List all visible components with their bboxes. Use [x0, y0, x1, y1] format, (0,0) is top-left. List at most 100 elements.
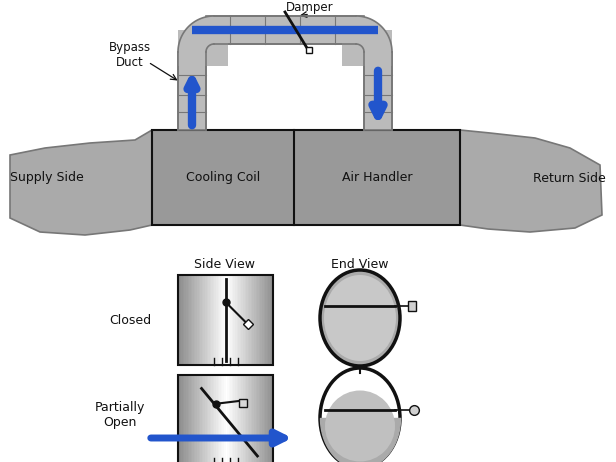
Ellipse shape — [325, 390, 395, 462]
Bar — [268, 275, 270, 365]
Bar — [216, 275, 218, 365]
Bar — [232, 275, 234, 365]
Bar — [270, 375, 272, 462]
Bar — [267, 275, 269, 365]
Bar — [181, 375, 183, 462]
Bar — [208, 375, 210, 462]
Bar — [186, 375, 188, 462]
Ellipse shape — [324, 275, 396, 361]
Bar — [195, 375, 198, 462]
Bar — [200, 375, 202, 462]
Text: Cooling Coil: Cooling Coil — [185, 171, 260, 184]
Bar — [364, 52, 392, 130]
Bar — [192, 275, 194, 365]
Polygon shape — [178, 16, 214, 52]
Bar — [187, 275, 190, 365]
Bar — [202, 275, 204, 365]
Bar — [195, 275, 198, 365]
Bar — [216, 375, 218, 462]
Bar — [178, 375, 273, 462]
Bar — [238, 275, 240, 365]
Bar — [232, 375, 234, 462]
Bar — [194, 375, 196, 462]
Bar — [181, 275, 183, 365]
Bar — [224, 275, 226, 365]
Ellipse shape — [320, 270, 400, 366]
Text: Air Handler: Air Handler — [342, 171, 412, 184]
Text: Closed: Closed — [109, 314, 151, 327]
Bar — [178, 275, 180, 365]
Bar — [249, 275, 251, 365]
Bar — [217, 375, 220, 462]
Bar — [238, 375, 240, 462]
Bar — [227, 275, 229, 365]
Bar — [245, 275, 246, 365]
Bar — [180, 375, 182, 462]
Bar — [189, 275, 191, 365]
Bar — [208, 275, 210, 365]
Bar — [213, 275, 215, 365]
Bar — [233, 275, 235, 365]
Bar — [241, 275, 243, 365]
Text: End View: End View — [331, 259, 389, 272]
Bar — [227, 375, 229, 462]
Bar — [203, 275, 205, 365]
Bar — [253, 275, 254, 365]
Bar — [265, 375, 267, 462]
Bar — [184, 375, 187, 462]
Bar — [235, 275, 237, 365]
Bar — [248, 275, 249, 365]
Bar — [229, 375, 231, 462]
Bar — [235, 375, 237, 462]
Bar — [262, 375, 264, 462]
Bar — [178, 52, 206, 130]
Bar — [187, 375, 190, 462]
Bar — [205, 275, 207, 365]
Bar — [152, 130, 460, 225]
Bar — [191, 375, 193, 462]
Bar — [253, 375, 254, 462]
Bar — [248, 375, 249, 462]
Bar — [206, 275, 209, 365]
Bar — [206, 375, 209, 462]
Bar — [261, 375, 262, 462]
Bar — [184, 275, 187, 365]
Text: Side View: Side View — [195, 259, 256, 272]
Bar — [238, 399, 246, 407]
Bar — [222, 275, 224, 365]
Bar — [237, 275, 238, 365]
Text: Return Side: Return Side — [533, 171, 606, 184]
Bar — [224, 375, 226, 462]
Bar — [249, 375, 251, 462]
Polygon shape — [460, 130, 602, 232]
Bar — [254, 275, 256, 365]
Bar — [211, 275, 213, 365]
Bar — [240, 275, 242, 365]
Bar — [264, 375, 265, 462]
Bar — [219, 275, 221, 365]
Bar — [200, 275, 202, 365]
Bar — [183, 275, 185, 365]
Bar — [186, 275, 188, 365]
Bar — [225, 275, 227, 365]
Bar — [214, 275, 216, 365]
Bar — [240, 375, 242, 462]
Text: Partially
Open: Partially Open — [95, 401, 145, 429]
Bar — [233, 375, 235, 462]
Bar — [257, 275, 259, 365]
Bar — [219, 375, 221, 462]
Polygon shape — [10, 130, 152, 235]
Bar — [272, 375, 274, 462]
Bar — [254, 375, 256, 462]
Bar — [191, 275, 193, 365]
Bar — [197, 275, 199, 365]
Bar — [213, 375, 215, 462]
Bar — [229, 275, 231, 365]
Bar — [194, 275, 196, 365]
Bar — [264, 275, 265, 365]
Bar — [262, 275, 264, 365]
Bar — [198, 375, 201, 462]
Bar — [408, 301, 416, 311]
Bar — [198, 275, 201, 365]
Bar — [221, 375, 223, 462]
